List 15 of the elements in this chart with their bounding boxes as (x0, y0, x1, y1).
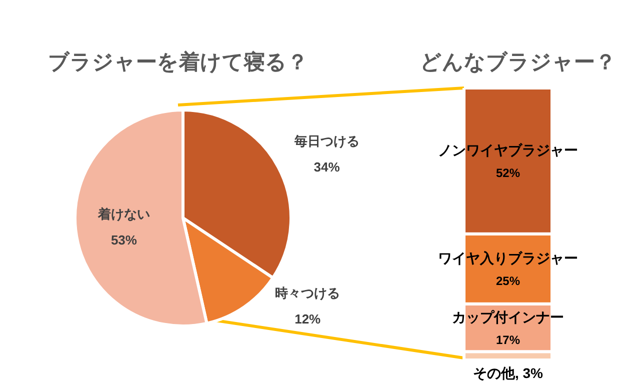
data-label: 25% (496, 274, 520, 288)
series-label: ノンワイヤブラジャー (438, 142, 578, 158)
chart-title: どんなブラジャー？ (419, 50, 617, 76)
data-label: 53% (110, 232, 138, 248)
data-label: 34% (314, 160, 340, 175)
slice-label: 着けない (96, 206, 150, 222)
slice-label: 時々つける (275, 286, 340, 301)
data-label: 12% (294, 312, 322, 327)
series-label: ワイヤ入りブラジャー (438, 250, 578, 266)
data-label: 17% (496, 332, 520, 347)
slice-label: 毎日つける (293, 134, 360, 149)
data-label: 52% (496, 166, 520, 180)
series-label: カップ付インナー (452, 308, 564, 325)
data-label: その他, 3% (472, 365, 544, 381)
chart-title: ブラジャーを着けて寝る？ (47, 50, 309, 76)
